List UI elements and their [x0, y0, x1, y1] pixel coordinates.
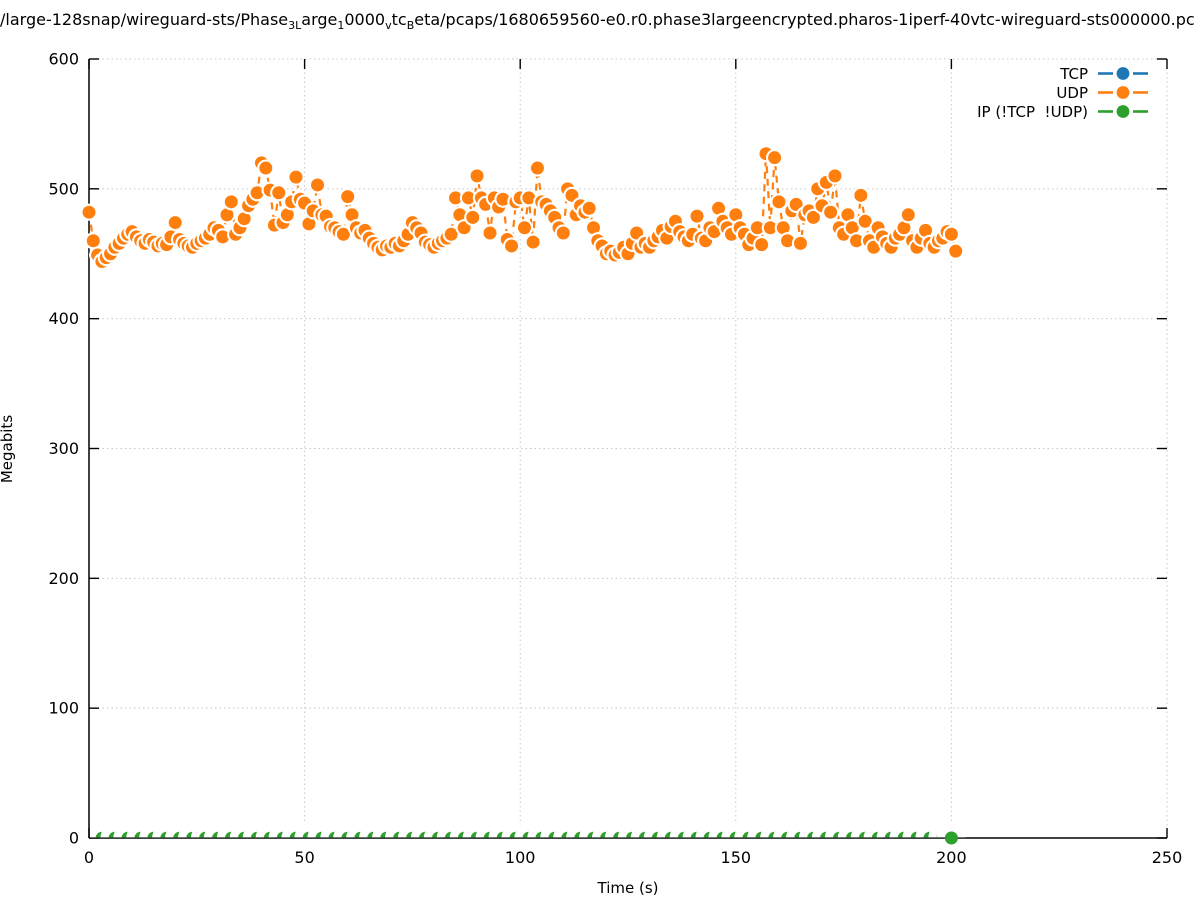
title-subscript: 1: [337, 19, 345, 32]
gridlines: [89, 58, 1168, 838]
legend-label: UDP: [1056, 83, 1088, 102]
legend-sample-icon: [1098, 86, 1148, 99]
y-tick-label: 400: [48, 309, 79, 328]
x-tick-label: 200: [936, 848, 967, 867]
legend: TCP UDP IP (!TCP !UDP): [977, 64, 1149, 121]
y-tick-label: 0: [69, 829, 79, 848]
title-subscript: v: [385, 19, 392, 32]
legend-sample-icon: [1098, 105, 1148, 118]
legend-item-tcp: TCP: [977, 64, 1149, 83]
x-tick-label: 150: [721, 848, 752, 867]
legend-item-udp: UDP: [977, 83, 1149, 102]
legend-label: TCP: [1060, 64, 1088, 83]
y-tick-label: 500: [48, 179, 79, 198]
x-tick-label: 0: [84, 848, 94, 867]
title-text: tc: [391, 10, 407, 29]
ip-series-last-point: [944, 831, 958, 845]
y-tick-label: 600: [48, 50, 79, 69]
title-text: arge: [301, 10, 338, 29]
axes: [88, 59, 1167, 839]
x-tick-label: 100: [505, 848, 536, 867]
y-tick-label: 100: [48, 699, 79, 718]
tick-labels: 0 100 200 300 400 500 600 0 50 100 150 200 250: [48, 50, 1182, 868]
title-text: /large-128snap/wireguard-sts/Phase: [0, 10, 289, 29]
y-tick-label: 300: [48, 439, 79, 458]
y-tick-label: 200: [48, 569, 79, 588]
legend-label: IP (!TCP !UDP): [977, 102, 1088, 121]
title-subscript: B: [406, 19, 415, 32]
title-subscript: L: [295, 19, 302, 32]
legend-sample-icon: [1098, 67, 1148, 80]
x-tick-label: 250: [1152, 848, 1183, 867]
chart-title: /large-128snap/wireguard-sts/Phase3Large…: [0, 10, 1197, 36]
title-text: 0000: [344, 10, 386, 29]
title-subscript: 3: [288, 19, 296, 32]
axis-ticks: [88, 58, 1168, 839]
y-axis-label: Megabits: [0, 414, 16, 484]
legend-item-ip: IP (!TCP !UDP): [977, 102, 1149, 121]
ip-series: [90, 823, 966, 838]
udp-series: [80, 145, 965, 271]
x-tick-label: 50: [294, 848, 314, 867]
x-axis-label: Time (s): [597, 879, 659, 897]
title-text: eta/pcaps/1680659560-e0.r0.phase3largeen…: [414, 10, 1195, 29]
